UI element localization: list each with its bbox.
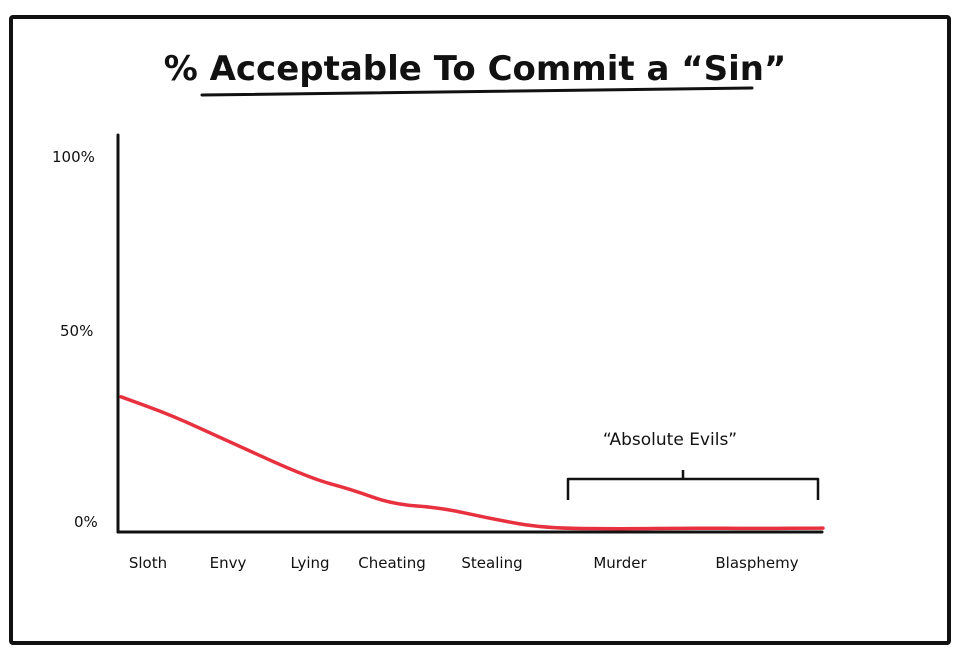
x-tick-label-envy: Envy bbox=[210, 554, 247, 572]
y-tick-label-50: 50% bbox=[60, 322, 93, 340]
x-tick-label-cheating: Cheating bbox=[358, 554, 425, 572]
x-tick-label-lying: Lying bbox=[290, 554, 329, 572]
y-tick-label-100: 100% bbox=[52, 148, 95, 166]
series-line bbox=[119, 395, 825, 531]
chart-title: % Acceptable To Commit a “Sin” bbox=[164, 49, 787, 89]
title-underline bbox=[200, 86, 754, 97]
x-tick-label-sloth: Sloth bbox=[129, 554, 167, 572]
y-tick-label-0: 0% bbox=[74, 513, 98, 531]
chart-frame bbox=[9, 15, 951, 645]
x-tick-label-stealing: Stealing bbox=[461, 554, 522, 572]
x-tick-labels: Sloth Envy Lying Cheating Stealing Murder Blas… bbox=[129, 554, 799, 572]
absolute-evils-bracket bbox=[566, 470, 820, 500]
absolute-evils-label: “Absolute Evils” bbox=[603, 430, 737, 450]
x-tick-label-blasphemy: Blasphemy bbox=[715, 554, 798, 572]
x-tick-label-murder: Murder bbox=[593, 554, 647, 572]
